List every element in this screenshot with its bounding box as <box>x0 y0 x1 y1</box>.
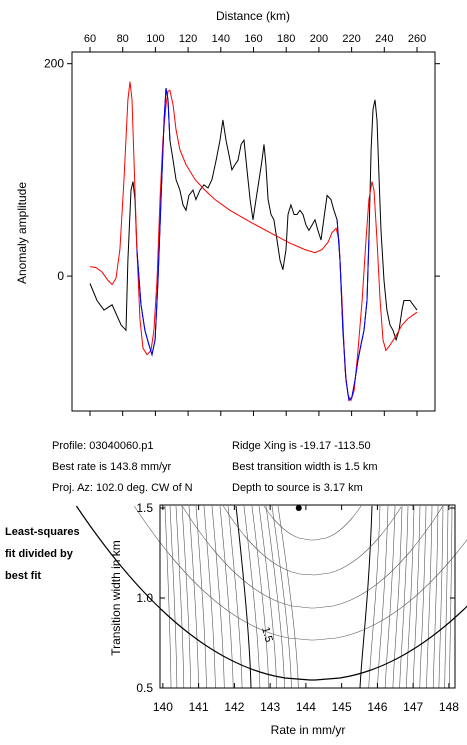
contour-line <box>277 505 299 689</box>
contour-line <box>263 505 362 541</box>
x-axis-title: Distance (km) <box>216 9 290 23</box>
contour-line <box>243 505 261 689</box>
info-text: Depth to source is 3.17 km <box>232 482 363 494</box>
contour-line <box>359 505 373 689</box>
info: Profile: 03040060.p1 Best rate is 143.8 m… <box>52 440 378 494</box>
y-axis-title: Anomaly amplitude <box>15 182 29 284</box>
x-tick-label: 200 <box>310 33 328 45</box>
y-tick-label: 200 <box>44 57 64 71</box>
x-tick-label: 148 <box>439 700 459 714</box>
contour-line <box>175 505 185 689</box>
x-tick-label: 147 <box>403 700 423 714</box>
x-tick-label: 180 <box>277 33 295 45</box>
info-text: Best rate is 143.8 mm/yr <box>52 461 172 473</box>
contour-line <box>412 505 421 689</box>
contour-line <box>188 505 199 689</box>
x-tick-label: 60 <box>84 33 96 45</box>
note-text: Least-squares <box>5 526 80 538</box>
data-line <box>89 88 418 402</box>
info-text: Proj. Az: 102.0 deg. CW of N <box>52 482 193 494</box>
contour-line <box>203 505 216 689</box>
contour-line <box>432 505 439 689</box>
contour-line <box>426 505 433 689</box>
contour-line <box>406 505 415 689</box>
y-tick-label: 0 <box>57 269 64 283</box>
data-line <box>136 88 370 402</box>
contour-line <box>195 505 207 689</box>
x-tick-label: 144 <box>296 700 316 714</box>
x-tick-label: 143 <box>260 700 280 714</box>
contour-line <box>164 505 172 689</box>
contour-line <box>181 505 191 689</box>
contour-line <box>258 505 277 689</box>
contour-line <box>419 505 427 689</box>
data-line <box>89 81 418 402</box>
x-tick-label: 146 <box>367 700 387 714</box>
plot-frame <box>159 504 456 689</box>
contour-line <box>235 505 252 689</box>
info-text: Profile: 03040060.p1 <box>52 440 154 452</box>
x-tick-label: 141 <box>189 700 209 714</box>
note-text: fit divided by <box>5 548 74 560</box>
x-tick-label: 145 <box>332 700 352 714</box>
contour-line <box>384 505 396 689</box>
contour-line <box>134 505 467 641</box>
x-tick-label: 160 <box>244 33 262 45</box>
contour-line <box>368 505 381 689</box>
x-tick-label: 260 <box>408 33 426 45</box>
contour-label: 1.5 <box>259 626 275 644</box>
x-tick-label: 220 <box>342 33 360 45</box>
x-tick-label: 140 <box>153 700 173 714</box>
contours <box>75 505 467 689</box>
x-axis-title: Rate in mm/yr <box>271 723 346 737</box>
contour-line <box>444 505 449 689</box>
note: Least-squares fit divided by best fit <box>5 526 80 582</box>
x-tick-label: 100 <box>146 33 164 45</box>
contour-line <box>75 505 467 681</box>
y-axis-title: Transition width in km <box>109 540 123 656</box>
x-tick-label: 142 <box>224 700 244 714</box>
x-tick-label: 120 <box>179 33 197 45</box>
contour-line <box>227 505 243 689</box>
plot-frame <box>71 51 436 412</box>
contour-line <box>211 505 225 689</box>
contour-line <box>223 505 402 576</box>
y-tick-label: 1.0 <box>136 591 153 605</box>
x-tick-label: 80 <box>117 33 129 45</box>
y-tick-label: 0.5 <box>136 681 153 695</box>
contour-line <box>438 505 444 689</box>
contour-line <box>219 505 234 689</box>
contour-line <box>399 505 409 689</box>
x-tick-label: 240 <box>375 33 393 45</box>
x-tick-label: 140 <box>212 33 230 45</box>
contour-line <box>169 505 178 689</box>
y-tick-label: 1.5 <box>136 501 153 515</box>
contour-line <box>265 505 285 689</box>
best-fit-point <box>295 505 302 511</box>
contour-line <box>271 505 292 689</box>
contour-line <box>392 505 403 689</box>
note-text: best fit <box>5 570 41 582</box>
info-text: Best transition width is 1.5 km <box>232 461 378 473</box>
contour-line <box>182 505 443 609</box>
contour-line <box>449 505 453 689</box>
info-text: Ridge Xing is -19.17 -113.50 <box>232 440 371 452</box>
contour-line <box>377 505 389 689</box>
contour-line <box>251 505 270 689</box>
